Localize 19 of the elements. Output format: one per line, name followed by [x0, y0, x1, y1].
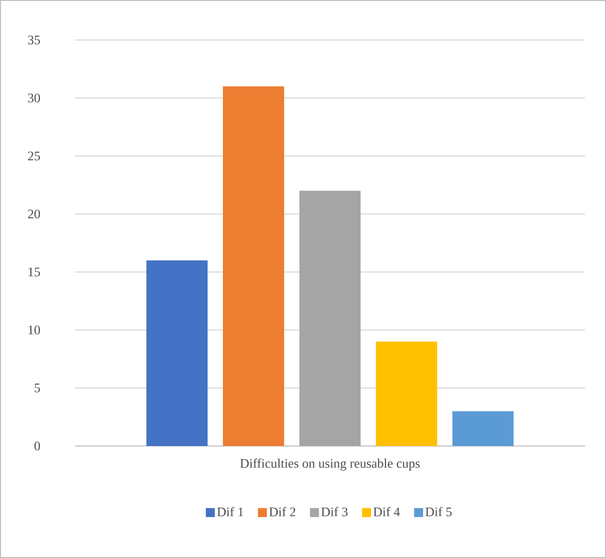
y-tick-label: 15: [28, 268, 40, 276]
bar: [222, 86, 284, 446]
legend-label: Dif 4: [373, 507, 400, 516]
y-tick-label: 20: [28, 210, 40, 218]
legend-label: Dif 5: [425, 507, 452, 516]
y-tick-label: 0: [34, 442, 40, 450]
bar: [299, 190, 361, 446]
bar: [146, 260, 208, 446]
y-tick-label: 35: [28, 36, 40, 44]
y-tick-label: 30: [28, 94, 40, 102]
legend-label: Dif 1: [217, 507, 244, 516]
bar: [452, 411, 514, 446]
legend-label: Dif 2: [269, 507, 296, 516]
y-tick-label: 25: [28, 152, 40, 160]
bar: [376, 342, 438, 446]
y-tick-label: 10: [28, 326, 40, 334]
legend-label: Dif 3: [321, 507, 348, 516]
x-tick-label: Difficulties on using reusable cups: [240, 458, 420, 470]
y-tick-label: 5: [34, 384, 40, 392]
